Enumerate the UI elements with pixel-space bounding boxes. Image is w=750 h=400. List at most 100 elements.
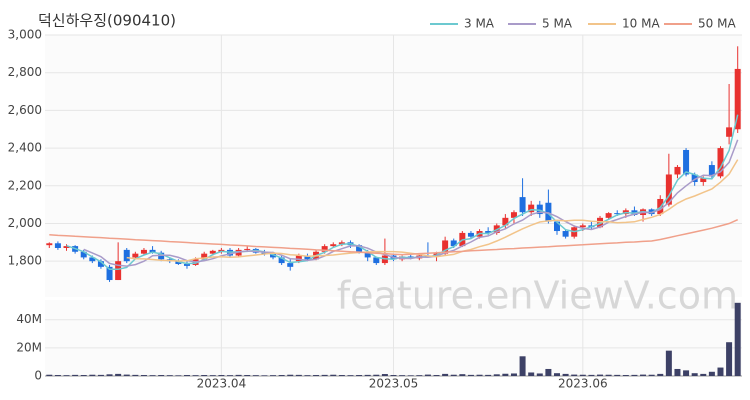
volume-bar xyxy=(244,375,251,376)
candle-body xyxy=(450,240,457,247)
candle-body xyxy=(270,253,277,258)
volume-bar xyxy=(347,375,354,376)
volume-bar xyxy=(278,375,285,376)
volume-bar xyxy=(640,374,647,376)
candle-body xyxy=(80,251,87,258)
x-tick-label: 2023.06 xyxy=(558,377,608,391)
volume-bar xyxy=(459,374,466,376)
candle-body xyxy=(519,197,526,213)
y-tick-label: 0 xyxy=(34,369,42,383)
volume-bar xyxy=(734,302,741,376)
candle-body xyxy=(726,127,733,137)
y-tick-label: 2,800 xyxy=(8,65,42,79)
volume-bar xyxy=(304,375,311,376)
y-tick-label: 1,800 xyxy=(8,254,42,268)
volume-bar xyxy=(252,375,259,376)
volume-bar xyxy=(528,372,535,376)
volume-bar xyxy=(657,373,664,376)
volume-bar xyxy=(407,375,414,376)
candle-body xyxy=(674,166,681,175)
volume-bar xyxy=(97,374,104,376)
volume-bar xyxy=(227,375,234,376)
volume-bar xyxy=(140,375,147,376)
volume-bar xyxy=(89,374,96,376)
candle-body xyxy=(691,174,698,183)
volume-bar xyxy=(700,373,707,376)
volume-bar xyxy=(54,375,61,376)
candle-body xyxy=(510,212,517,218)
candle-body xyxy=(356,245,363,252)
legend-label: 10 MA xyxy=(622,17,660,31)
volume-bar xyxy=(201,375,208,376)
y-tick-label: 40M xyxy=(16,312,42,326)
y-tick-label: 2,600 xyxy=(8,103,42,117)
volume-bar xyxy=(209,375,216,376)
candle-body xyxy=(338,242,345,245)
volume-bar xyxy=(72,374,79,376)
candle-body xyxy=(183,264,190,266)
volume-bar xyxy=(545,368,552,376)
volume-bar xyxy=(149,375,156,376)
candle-body xyxy=(683,149,690,175)
volume-bar xyxy=(80,375,87,376)
volume-bar xyxy=(605,374,612,376)
volume-bar xyxy=(467,374,474,376)
volume-bar xyxy=(631,374,638,376)
volume-bar xyxy=(261,375,268,376)
candle-body xyxy=(149,249,156,253)
volume-bar xyxy=(597,374,604,376)
volume-bar xyxy=(648,374,655,376)
volume-bar xyxy=(192,375,199,376)
x-tick-label: 2023.04 xyxy=(197,377,247,391)
candle-body xyxy=(536,204,543,215)
candle-body xyxy=(140,249,147,254)
volume-bar xyxy=(106,374,113,376)
ma-line xyxy=(126,159,739,262)
candle-body xyxy=(132,253,139,258)
candle-body xyxy=(648,209,655,215)
candle-body xyxy=(502,217,509,226)
candle-body xyxy=(665,174,672,205)
x-tick-label: 2023.05 xyxy=(369,377,419,391)
volume-bar xyxy=(381,374,388,376)
volume-bar xyxy=(502,373,509,376)
candle-body xyxy=(553,221,560,232)
y-tick-label: 20M xyxy=(16,340,42,354)
candle-body xyxy=(287,263,294,267)
candle-body xyxy=(717,148,724,177)
volume-bar xyxy=(373,374,380,376)
volume-bar xyxy=(622,375,629,376)
candle-body xyxy=(89,257,96,262)
volume-bar xyxy=(674,368,681,376)
candle-body xyxy=(614,213,621,215)
volume-bar xyxy=(399,375,406,376)
volume-bar xyxy=(416,375,423,376)
candle-body xyxy=(467,232,474,237)
volume-bar xyxy=(270,375,277,376)
chart-title: 덕신하우징(090410) xyxy=(38,12,176,30)
volume-bar xyxy=(579,374,586,376)
volume-bar xyxy=(313,375,320,376)
candle-body xyxy=(209,250,216,254)
candle-body xyxy=(278,257,285,264)
volume-bar xyxy=(338,375,345,376)
volume-bar xyxy=(63,375,70,376)
volume-bar xyxy=(476,374,483,376)
volume-bar xyxy=(218,375,225,376)
candle-body xyxy=(708,165,715,177)
volume-bar xyxy=(450,374,457,376)
volume-bar xyxy=(493,374,500,376)
volume-bar xyxy=(235,374,242,376)
candle-body xyxy=(97,261,104,267)
candle-body xyxy=(106,266,113,281)
volume-bar xyxy=(553,373,560,376)
candle-body xyxy=(330,244,337,247)
y-tick-label: 2,200 xyxy=(8,178,42,192)
ma-line xyxy=(49,219,739,256)
volume-bar xyxy=(665,350,672,376)
volume-bar xyxy=(390,375,397,376)
candle-body xyxy=(321,246,328,252)
volume-bar xyxy=(158,375,165,376)
